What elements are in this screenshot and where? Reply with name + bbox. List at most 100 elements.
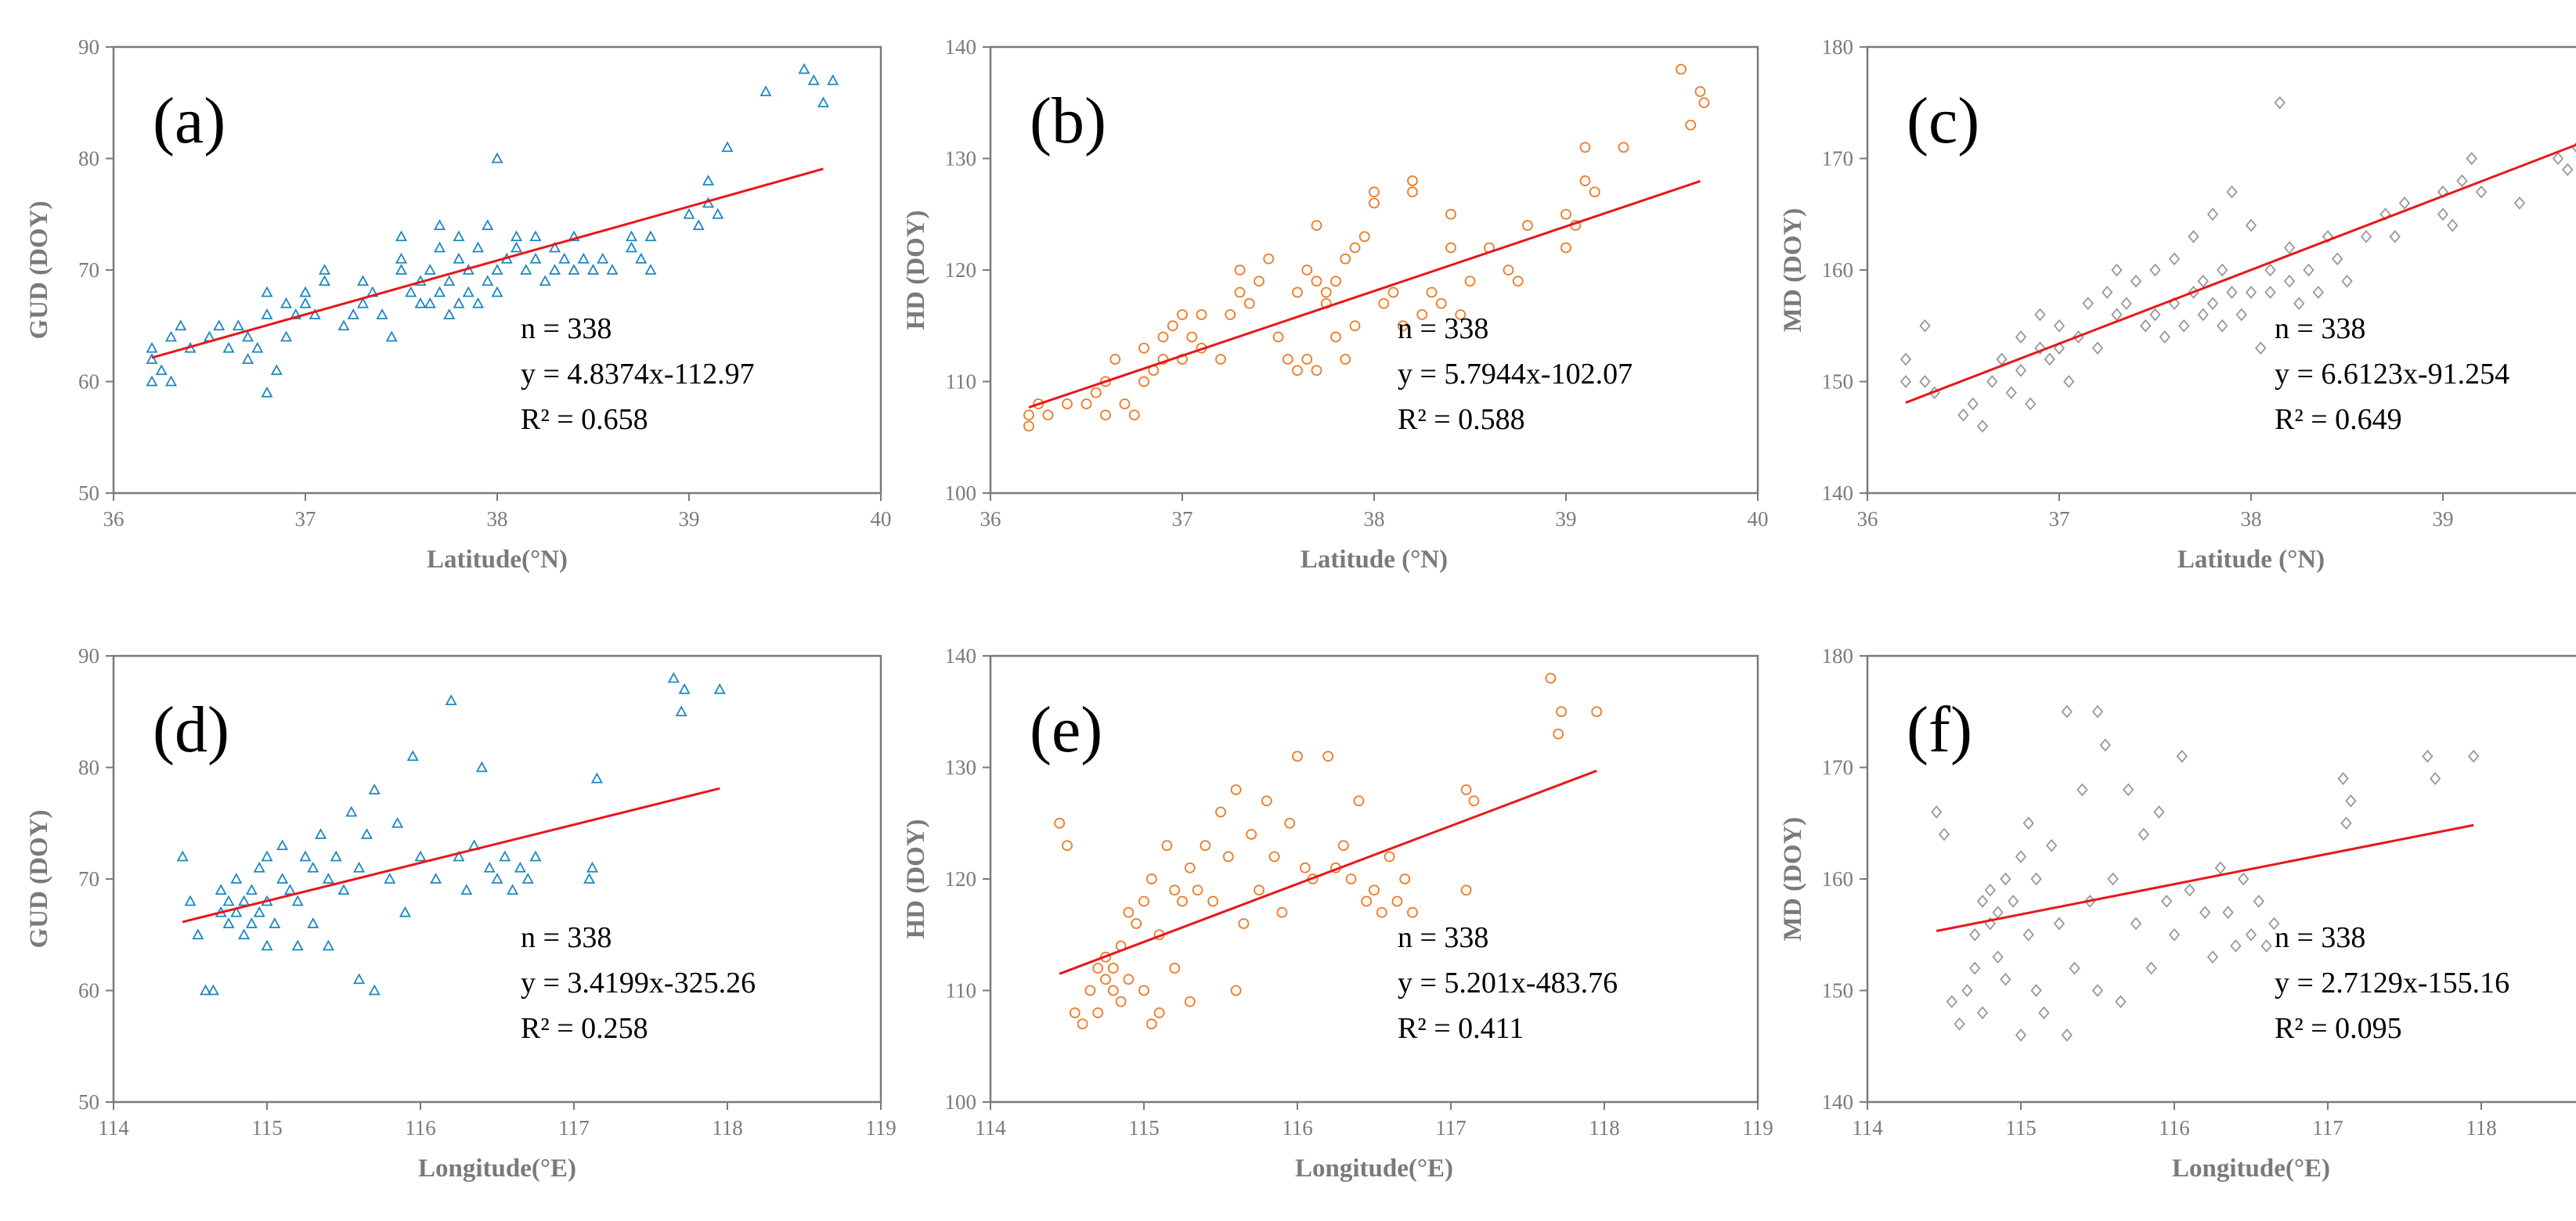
data-point (2038, 1006, 2050, 1020)
data-point (1215, 354, 1226, 365)
data-point (232, 319, 244, 331)
regression-line (1905, 143, 2576, 404)
y-tick-label: 90 (78, 35, 99, 59)
data-point (1234, 286, 1246, 298)
data-point (548, 241, 561, 253)
data-point (1938, 827, 1950, 841)
y-tick-label: 110 (946, 370, 977, 394)
data-point (1320, 286, 1332, 298)
data-point (251, 341, 264, 353)
panel-label: (d) (153, 693, 229, 766)
data-point (2015, 363, 2027, 377)
panel-e: 114 115 116 117 118 119 100 110 120 130 140 Longitu… (902, 644, 1773, 1183)
data-point (2053, 319, 2065, 333)
data-point (520, 264, 532, 275)
data-point (1503, 265, 1514, 276)
data-point (521, 873, 534, 884)
stat-n: n = 338 (1398, 921, 1488, 954)
data-point (2145, 961, 2157, 975)
data-point (1676, 63, 1687, 75)
data-point (2456, 174, 2468, 188)
data-point (253, 906, 265, 917)
stat-n: n = 338 (521, 921, 612, 954)
data-point (2389, 229, 2401, 243)
data-point (2230, 939, 2242, 953)
data-point (1556, 706, 1568, 718)
data-point (1387, 286, 1399, 298)
data-point (1407, 175, 1418, 186)
data-point (1322, 751, 1334, 762)
data-point (164, 330, 178, 342)
data-point (2264, 263, 2276, 277)
y-tick-label: 150 (1822, 979, 1854, 1003)
data-point (2107, 872, 2119, 886)
data-point (1378, 297, 1390, 309)
data-point (1230, 784, 1242, 795)
y-tick-label: 80 (78, 756, 99, 780)
x-tick-label: 39 (1556, 507, 1577, 531)
data-point (2274, 95, 2286, 110)
regression-line (182, 787, 720, 924)
data-point (1268, 851, 1280, 863)
data-points (176, 672, 726, 996)
data-point (276, 839, 289, 851)
data-point (2513, 196, 2526, 210)
data-point (1512, 276, 1524, 287)
data-point (1157, 354, 1169, 365)
data-point (2130, 274, 2142, 288)
data-point (238, 928, 251, 940)
data-point (1397, 320, 1409, 332)
data-point (2111, 308, 2123, 322)
data-points (1023, 63, 1710, 432)
data-point (2061, 1028, 2073, 1042)
data-point (238, 895, 251, 906)
x-tick-label: 38 (1364, 507, 1385, 531)
panel-label: (f) (1907, 693, 1972, 766)
data-point (1200, 840, 1211, 852)
data-point (1138, 376, 1149, 387)
data-point (2206, 207, 2219, 222)
y-tick-label: 120 (945, 258, 977, 282)
data-point (1069, 1007, 1081, 1018)
data-point (1107, 963, 1119, 974)
data-point (1145, 873, 1157, 884)
data-point (391, 816, 404, 828)
data-point (1435, 297, 1447, 309)
stat-r2: R² = 0.095 (2275, 1012, 2402, 1045)
data-point (2044, 352, 2055, 366)
x-tick-label: 40 (871, 507, 892, 531)
data-point (2030, 872, 2042, 886)
data-point (405, 286, 417, 297)
y-tick-label: 140 (945, 35, 977, 59)
data-point (1967, 397, 1979, 411)
data-point (1900, 352, 1912, 366)
stat-equation: y = 4.8374x-112.97 (521, 358, 755, 391)
data-point (213, 319, 225, 331)
stat-r2: R² = 0.649 (2275, 403, 2402, 436)
data-point (2206, 297, 2219, 311)
data-point (146, 375, 158, 387)
data-point (2264, 286, 2276, 299)
data-point (2099, 738, 2111, 752)
x-tick-label: 36 (980, 507, 1001, 531)
data-point (1276, 906, 1288, 918)
data-point (1969, 961, 1981, 975)
data-point (1225, 309, 1236, 320)
data-point (1954, 1017, 1965, 1031)
x-tick-label: 40 (1748, 507, 1769, 531)
x-tick-label: 37 (2049, 507, 2070, 531)
data-point (2379, 207, 2391, 222)
data-point (2030, 984, 2042, 997)
data-point (1138, 342, 1149, 354)
y-tick-label: 160 (1822, 258, 1854, 282)
data-point (462, 286, 474, 297)
data-point (1376, 906, 1387, 918)
data-point (376, 308, 388, 319)
data-point (1238, 918, 1250, 929)
data-point (222, 917, 235, 928)
data-point (1272, 331, 1284, 343)
x-tick-label: 116 (2159, 1116, 2190, 1140)
data-point (1234, 265, 1246, 276)
data-point (2337, 772, 2349, 786)
data-point (1138, 985, 1149, 996)
